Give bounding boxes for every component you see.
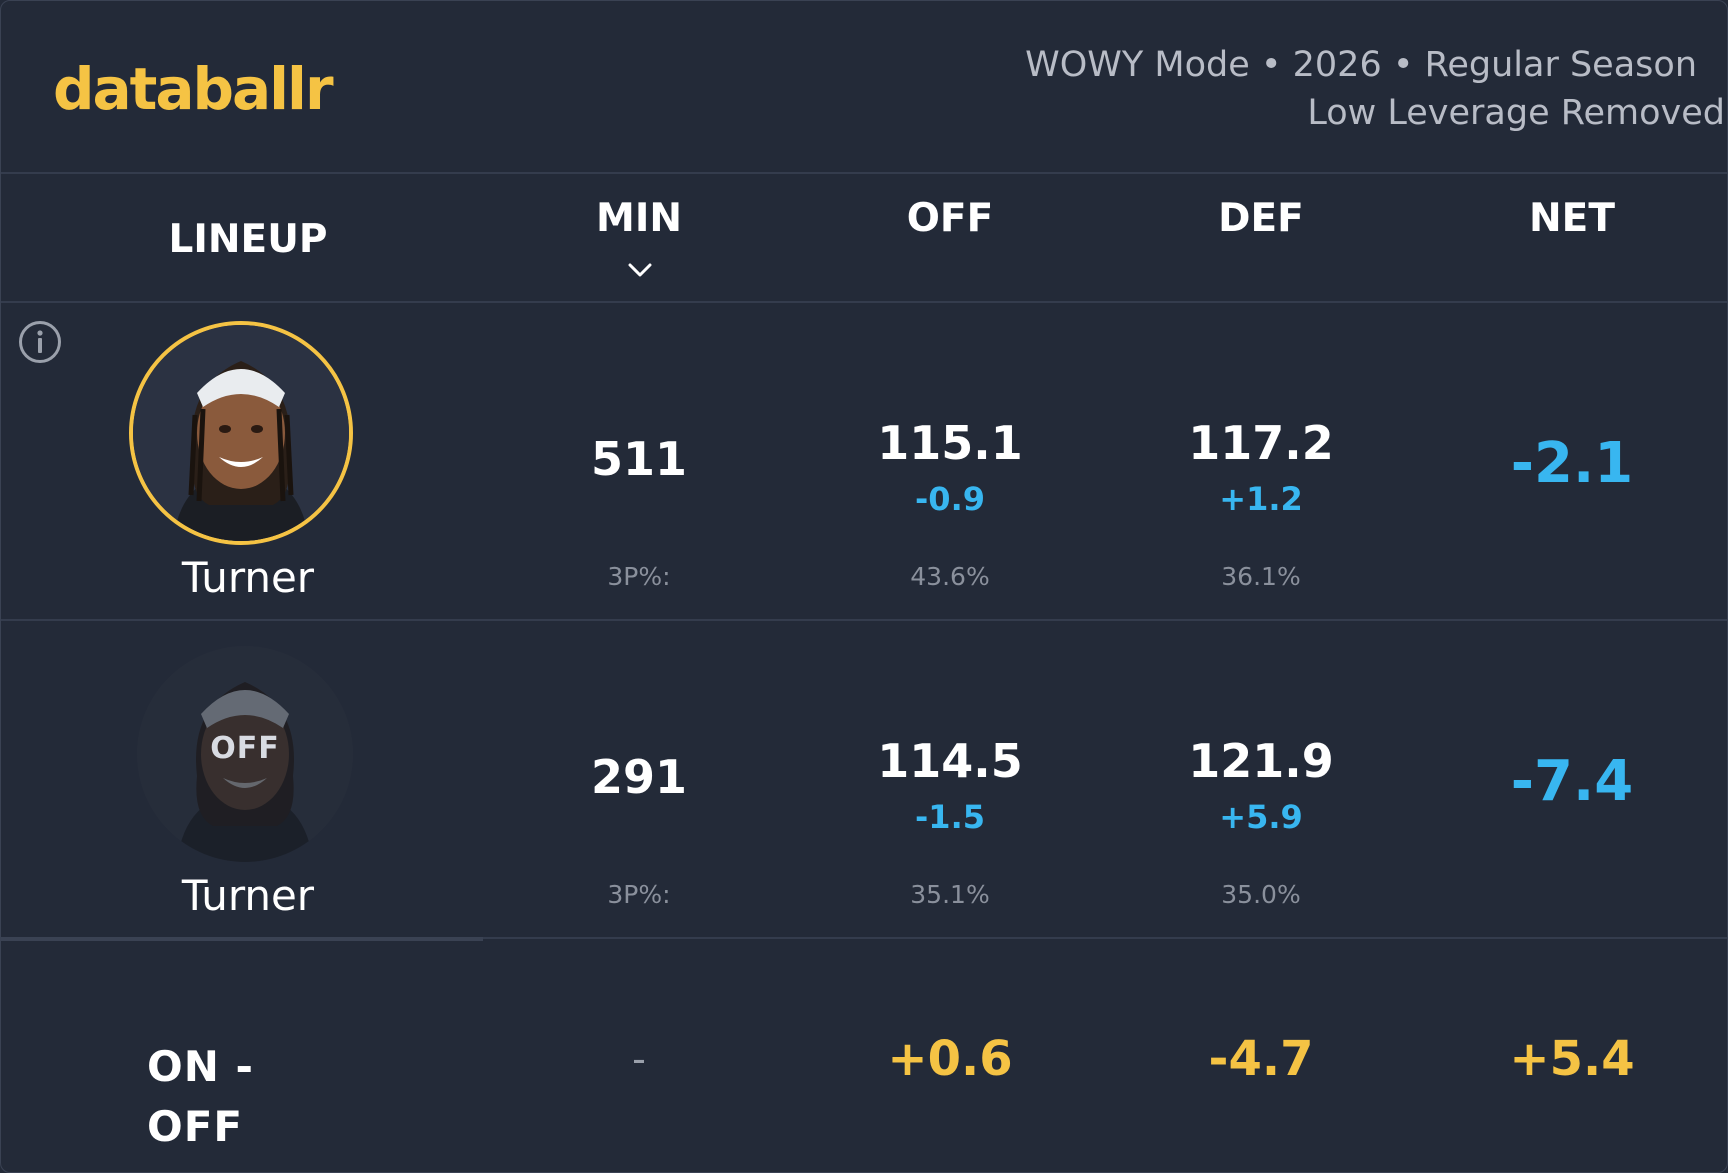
three-pt-label: 3P%: <box>607 562 671 591</box>
min-value: 291 <box>590 750 688 804</box>
player-avatar <box>129 321 353 545</box>
divider <box>1 619 1727 621</box>
player-name: Turner <box>181 553 315 602</box>
off-delta: -0.9 <box>915 480 985 518</box>
on-off-def-diff: -4.7 <box>1208 1031 1314 1087</box>
col-header-def[interactable]: DEF <box>1218 196 1304 241</box>
filter-leverage-line: Low Leverage Removed <box>1307 93 1725 133</box>
player-headshot-icon <box>137 646 353 862</box>
three-pt-label: 3P%: <box>607 880 671 909</box>
off-three-pt-pct: 35.1% <box>910 880 990 909</box>
off-badge: OFF <box>210 731 280 766</box>
filter-summary: WOWY Mode • 2026 • Regular Season Low Le… <box>1025 41 1725 137</box>
min-value: 511 <box>590 432 688 486</box>
col-header-min[interactable]: MIN <box>596 196 682 241</box>
off-three-pt-pct: 43.6% <box>910 562 990 591</box>
on-off-label-line2: OFF <box>147 1102 244 1151</box>
databallr-logo[interactable]: databallr <box>53 55 334 123</box>
player-name: Turner <box>181 871 315 920</box>
on-off-off-diff: +0.6 <box>887 1031 1013 1087</box>
off-rating: 115.1 <box>877 416 1023 470</box>
def-rating: 117.2 <box>1188 416 1334 470</box>
divider <box>1 937 1727 939</box>
on-off-label: ON - OFF <box>147 1037 254 1157</box>
col-header-off[interactable]: OFF <box>906 196 994 241</box>
def-delta: +1.2 <box>1219 480 1303 518</box>
off-rating: 114.5 <box>877 734 1023 788</box>
def-delta: +5.9 <box>1219 798 1303 836</box>
net-rating: -7.4 <box>1510 749 1634 814</box>
on-off-net-diff: +5.4 <box>1509 1031 1635 1087</box>
filter-mode-line: WOWY Mode • 2026 • Regular Season <box>1025 45 1697 85</box>
chevron-down-icon[interactable] <box>627 261 653 279</box>
divider <box>1 172 1727 174</box>
on-off-label-line1: ON - <box>147 1042 254 1091</box>
off-delta: -1.5 <box>915 798 985 836</box>
col-header-lineup: LINEUP <box>168 217 328 262</box>
net-rating: -2.1 <box>1510 431 1634 496</box>
player-headshot-icon <box>133 325 349 541</box>
def-three-pt-pct: 36.1% <box>1221 562 1301 591</box>
scroll-indicator <box>1 937 483 941</box>
def-three-pt-pct: 35.0% <box>1221 880 1301 909</box>
divider <box>1 301 1727 303</box>
player-avatar-off <box>137 646 353 862</box>
on-off-min: - <box>632 1037 646 1081</box>
info-icon[interactable] <box>17 319 63 365</box>
col-header-net[interactable]: NET <box>1529 196 1615 241</box>
def-rating: 121.9 <box>1188 734 1334 788</box>
